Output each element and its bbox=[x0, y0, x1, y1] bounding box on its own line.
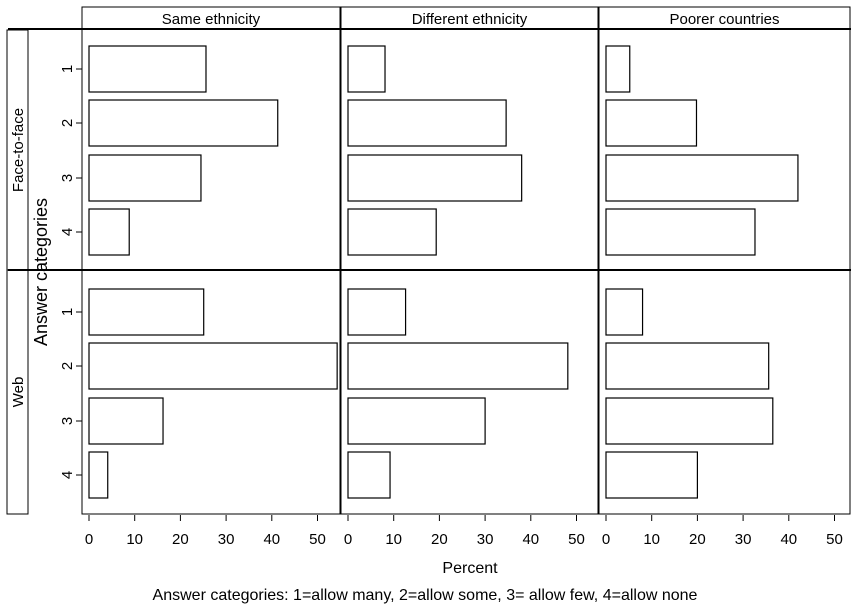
panels bbox=[8, 7, 851, 515]
x-tick-label-different-ethnicity-0: 0 bbox=[344, 531, 352, 548]
x-tick-label-poorer-countries-20: 20 bbox=[689, 531, 706, 548]
x-tick-label-different-ethnicity-30: 30 bbox=[477, 531, 494, 548]
bar-face-to-face-same-ethnicity-1 bbox=[88, 45, 207, 93]
bar-web-poorer-countries-3 bbox=[605, 397, 774, 445]
bar-face-to-face-poorer-countries-2 bbox=[605, 99, 698, 147]
strip-label-different-ethnicity: Different ethnicity bbox=[412, 11, 528, 28]
y-axis-label: Answer categories bbox=[31, 198, 51, 346]
bar-web-same-ethnicity-2 bbox=[88, 342, 338, 390]
x-tick-label-same-ethnicity-30: 30 bbox=[218, 531, 235, 548]
bar-face-to-face-same-ethnicity-4 bbox=[88, 208, 130, 256]
bar-face-to-face-poorer-countries-1 bbox=[605, 45, 631, 93]
x-tick-label-different-ethnicity-50: 50 bbox=[568, 531, 585, 548]
x-tick-label-same-ethnicity-10: 10 bbox=[126, 531, 143, 548]
strip-label-same-ethnicity: Same ethnicity bbox=[162, 11, 261, 28]
column-strips: Same ethnicity Different ethnicity Poorer … bbox=[81, 6, 851, 30]
x-tick-label-poorer-countries-10: 10 bbox=[643, 531, 660, 548]
bar-face-to-face-different-ethnicity-1 bbox=[347, 45, 386, 93]
y-tick-label-web-1: 1 bbox=[59, 308, 76, 316]
bar-face-to-face-different-ethnicity-2 bbox=[347, 99, 507, 147]
y-tick-label-web-3: 3 bbox=[59, 417, 76, 425]
strip-label-poorer-countries: Poorer countries bbox=[669, 11, 779, 28]
x-tick-label-poorer-countries-30: 30 bbox=[735, 531, 752, 548]
bar-web-same-ethnicity-1 bbox=[88, 288, 205, 336]
bar-web-different-ethnicity-1 bbox=[347, 288, 407, 336]
y-tick-label-face-to-face-1: 1 bbox=[59, 65, 76, 73]
bar-face-to-face-same-ethnicity-2 bbox=[88, 99, 279, 147]
x-tick-label-poorer-countries-0: 0 bbox=[602, 531, 610, 548]
y-axes: 1 2 3 4 1 2 3 4 bbox=[59, 65, 82, 479]
x-tick-label-different-ethnicity-10: 10 bbox=[385, 531, 402, 548]
x-axis-label: Percent bbox=[442, 560, 498, 577]
bar-face-to-face-different-ethnicity-3 bbox=[347, 154, 523, 202]
y-tick-label-face-to-face-3: 3 bbox=[59, 174, 76, 182]
bar-face-to-face-different-ethnicity-4 bbox=[347, 208, 437, 256]
row-strip-label-face-to-face: Face-to-face bbox=[10, 108, 27, 192]
bar-face-to-face-same-ethnicity-3 bbox=[88, 154, 202, 202]
bar-face-to-face-poorer-countries-3 bbox=[605, 154, 799, 202]
x-tick-label-poorer-countries-40: 40 bbox=[780, 531, 797, 548]
bar-web-different-ethnicity-4 bbox=[347, 451, 391, 499]
bar-web-poorer-countries-2 bbox=[605, 342, 770, 390]
x-tick-label-same-ethnicity-50: 50 bbox=[309, 531, 326, 548]
x-tick-label-different-ethnicity-20: 20 bbox=[431, 531, 448, 548]
y-tick-label-face-to-face-4: 4 bbox=[59, 228, 76, 236]
x-tick-label-same-ethnicity-40: 40 bbox=[263, 531, 280, 548]
x-tick-label-same-ethnicity-20: 20 bbox=[172, 531, 189, 548]
chart-note: Answer categories: 1=allow many, 2=allow… bbox=[153, 587, 698, 604]
bar-web-poorer-countries-1 bbox=[605, 288, 644, 336]
y-tick-label-web-4: 4 bbox=[59, 471, 76, 479]
x-tick-label-different-ethnicity-40: 40 bbox=[522, 531, 539, 548]
x-tick-label-same-ethnicity-0: 0 bbox=[85, 531, 93, 548]
bar-web-different-ethnicity-3 bbox=[347, 397, 486, 445]
row-strips: Face-to-face Web bbox=[6, 29, 29, 515]
x-axes: 0 10 20 30 40 50 0 10 20 30 40 50 0 10 20 30 40 50 bbox=[85, 515, 843, 548]
row-strip-label-web: Web bbox=[10, 377, 27, 408]
bar-web-poorer-countries-4 bbox=[605, 451, 699, 499]
bar-face-to-face-poorer-countries-4 bbox=[605, 208, 756, 256]
x-tick-label-poorer-countries-50: 50 bbox=[826, 531, 843, 548]
y-tick-label-face-to-face-2: 2 bbox=[59, 119, 76, 127]
bar-web-same-ethnicity-4 bbox=[88, 451, 109, 499]
y-tick-label-web-2: 2 bbox=[59, 362, 76, 370]
bar-web-same-ethnicity-3 bbox=[88, 397, 164, 445]
bar-web-different-ethnicity-2 bbox=[347, 342, 569, 390]
